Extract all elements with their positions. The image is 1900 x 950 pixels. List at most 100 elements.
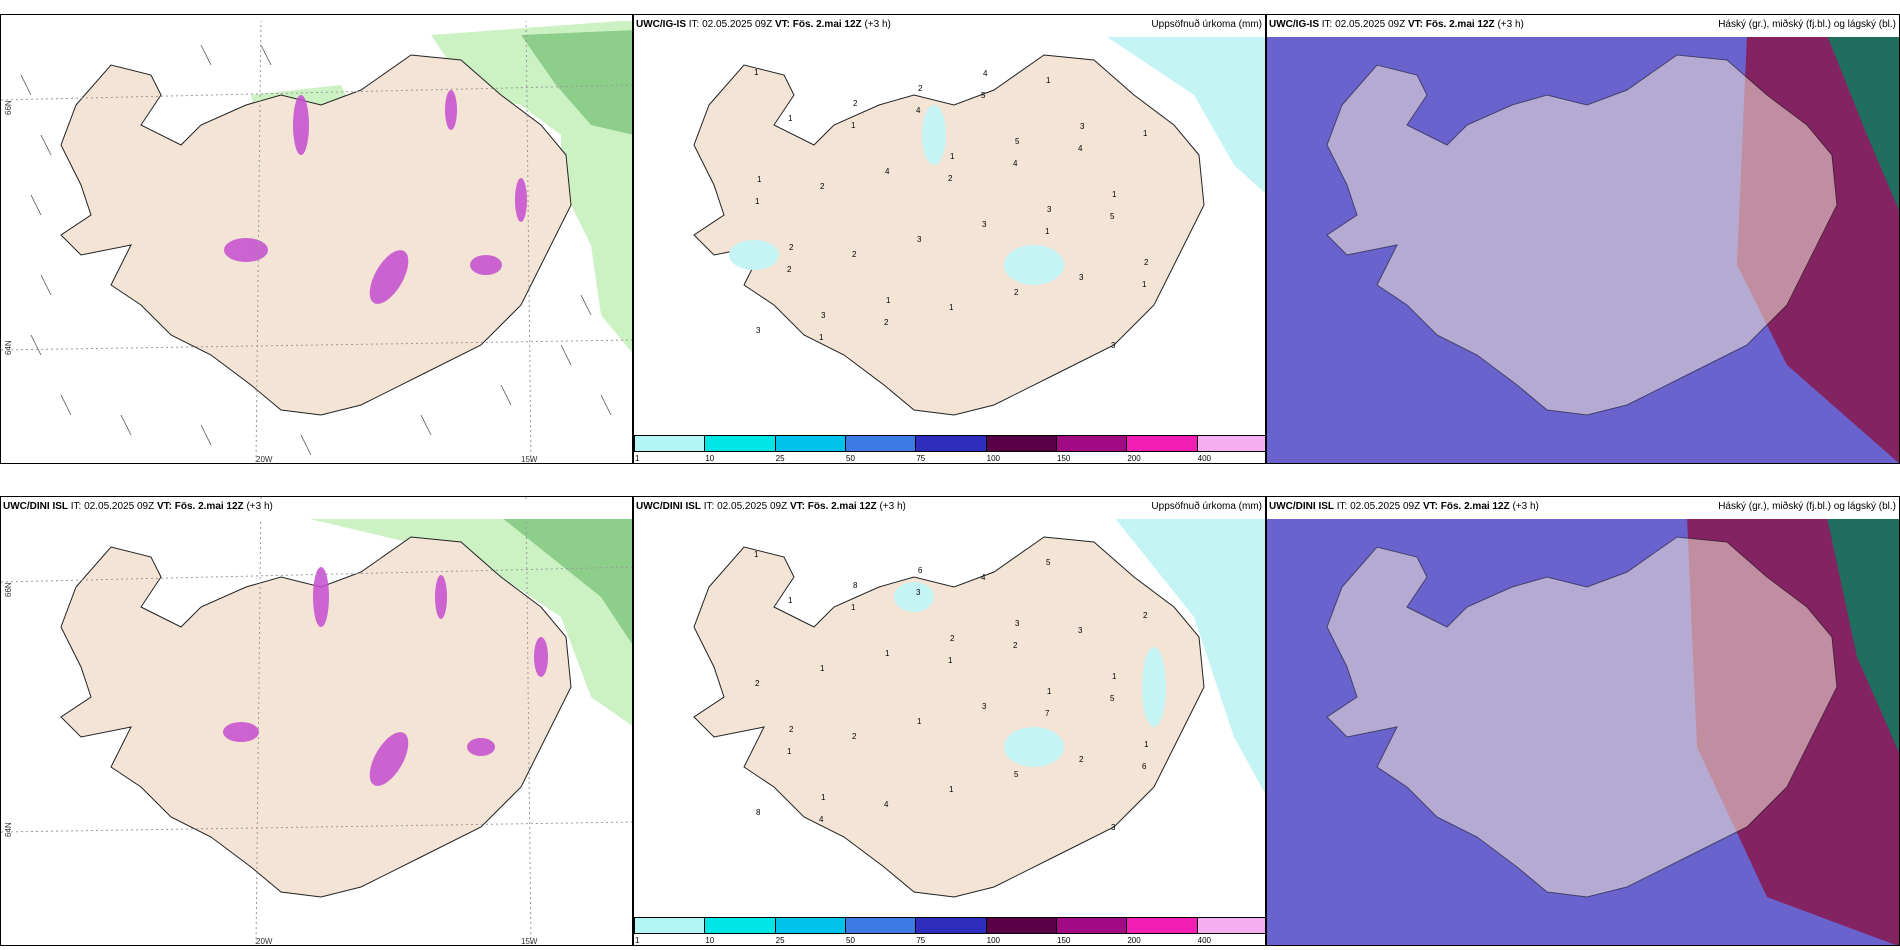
it-value: 02.05.2025 09Z xyxy=(84,501,155,512)
precip-shading xyxy=(729,105,1064,285)
precip-label: 1 xyxy=(917,717,922,726)
lat-label-66n: 66N xyxy=(4,582,13,597)
precip-label: 2 xyxy=(1143,611,1148,620)
green-zone-northeast xyxy=(301,517,632,726)
precip-label: 3 xyxy=(917,235,922,244)
precip-label: 3 xyxy=(821,311,826,320)
precip-label: 1 xyxy=(948,656,953,665)
precip-label: 1 xyxy=(787,747,792,756)
colorbar-tick: 10 xyxy=(705,454,715,463)
colorbar-swatch xyxy=(915,435,987,452)
precip-label: 1 xyxy=(949,303,954,312)
map-panel-precipitation-row1: UWC/IG-IS IT: 02.05.2025 09Z VT: Fös. 2.… xyxy=(633,14,1266,464)
precip-label: 1 xyxy=(755,197,760,206)
colorbar-tick: 200 xyxy=(1127,454,1141,463)
precip-label: 1 xyxy=(820,664,825,673)
precip-label: 3 xyxy=(982,220,987,229)
precip-label: 1 xyxy=(819,333,824,342)
precip-label: 5 xyxy=(1014,770,1019,779)
precip-label: 2 xyxy=(1079,755,1084,764)
colorbar-swatch xyxy=(985,917,1057,934)
colorbar: 1 10 25 50 75 100 150 200 400 xyxy=(634,435,1265,463)
precip-title: Uppsöfnuð úrkoma (mm) xyxy=(1151,501,1262,512)
vt-value: Fös. 2.mai 12Z xyxy=(792,19,862,30)
colorbar-tick: 25 xyxy=(775,454,785,463)
precip-label: 2 xyxy=(948,174,953,183)
colorbar-swatch xyxy=(1126,917,1198,934)
model-name: UWC/DINI ISL xyxy=(636,501,701,512)
colorbar-swatch xyxy=(1196,917,1265,934)
precip-label: 6 xyxy=(918,566,923,575)
lat-label-64n: 64N xyxy=(4,822,13,837)
lead-time: (+3 h) xyxy=(1497,19,1524,30)
vt-label: VT: xyxy=(789,501,805,512)
vt-label: VT: xyxy=(1422,501,1438,512)
model-name: UWC/IG-IS xyxy=(636,19,686,30)
it-label: IT: xyxy=(688,19,700,30)
graticule xyxy=(1,497,632,945)
purple-shading xyxy=(223,567,548,786)
colorbar-tick: 150 xyxy=(1057,454,1071,463)
colorbar-swatch xyxy=(845,917,917,934)
precip-label: 2 xyxy=(852,250,857,259)
precip-label: 2 xyxy=(755,679,760,688)
vt-label: VT: xyxy=(774,19,790,30)
iceland-land xyxy=(1326,54,1838,416)
colorbar-swatch xyxy=(985,435,1057,452)
precip-label: 1 xyxy=(1046,76,1051,85)
precip-label: 3 xyxy=(916,588,921,597)
precip-label: 1 xyxy=(851,121,856,130)
colorbar-tick: 200 xyxy=(1127,936,1141,945)
lon-label-20w: 20W xyxy=(256,937,273,946)
precip-label: 2 xyxy=(918,84,923,93)
precip-zone-east xyxy=(1114,517,1265,794)
it-label: IT: xyxy=(1336,501,1348,512)
precip-label: 1 xyxy=(788,596,793,605)
vt-value: Fös. 2.mai 12Z xyxy=(1425,19,1495,30)
precip-label: 3 xyxy=(1047,205,1052,214)
lon-label-15w: 15W xyxy=(521,937,538,946)
precip-label: 2 xyxy=(787,265,792,274)
panel-header: UWC/DINI ISL IT: 02.05.2025 09Z VT: Fös.… xyxy=(1,499,632,519)
vt-value: Fös. 2.mai 12Z xyxy=(1440,501,1510,512)
colorbar-swatch xyxy=(704,917,776,934)
precip-label: 3 xyxy=(1078,626,1083,635)
it-value: 02.05.2025 09Z xyxy=(1350,501,1421,512)
precip-label: 4 xyxy=(981,573,986,582)
sea-teal-zone xyxy=(1827,517,1899,753)
precip-label: 5 xyxy=(1046,558,1051,567)
precip-label: 1 xyxy=(1112,190,1117,199)
model-name: UWC/IG-IS xyxy=(1269,19,1319,30)
precip-label: 4 xyxy=(1078,144,1083,153)
it-value: 02.05.2025 09Z xyxy=(717,501,788,512)
colorbar-tick: 400 xyxy=(1197,936,1212,945)
precipitation-map: 1 1 1 7 6 4 3 2 5 1 4 4 3 2 2 1 5 2 1 1 5 3 1 1 3 2 8 8 2 1 1 1 6 3 1 2 xyxy=(634,497,1265,917)
precip-label: 4 xyxy=(1013,159,1018,168)
colorbar-swatch xyxy=(845,435,917,452)
cloud-title: Háský (gr.), miðský (fj.bl.) og lágský (… xyxy=(1718,19,1896,30)
precip-label: 1 xyxy=(788,114,793,123)
colorbar-swatch xyxy=(774,917,846,934)
precip-label: 2 xyxy=(1014,288,1019,297)
colorbar-swatch xyxy=(1056,435,1128,452)
iceland-land xyxy=(60,536,572,898)
wind-visibility-map xyxy=(1,497,632,945)
colorbar-tick: 50 xyxy=(846,454,855,463)
precip-title: Uppsöfnuð úrkoma (mm) xyxy=(1151,19,1262,30)
precip-label: 1 xyxy=(1143,129,1148,138)
it-value: 02.05.2025 09Z xyxy=(1335,19,1406,30)
map-panel-wind-visibility-row1: UWC/IG-IS IT: 02.05.2025 09Z VT: Fös. 2.… xyxy=(0,14,633,464)
colorbar-tick: 400 xyxy=(1197,454,1212,463)
precip-label: 1 xyxy=(949,785,954,794)
precip-shading xyxy=(894,582,1166,767)
model-name: UWC/DINI ISL xyxy=(1269,501,1334,512)
iceland-land xyxy=(1326,536,1838,898)
precip-label: 6 xyxy=(1142,762,1147,771)
precip-label: 1 xyxy=(821,793,826,802)
colorbar-tick: 1 xyxy=(635,454,640,463)
precip-labels: 1 1 1 7 6 4 3 2 5 1 4 4 3 2 2 1 5 2 1 1 5 3 1 1 3 2 8 8 2 1 1 1 6 3 1 2 xyxy=(754,550,1149,832)
precip-label: 3 xyxy=(1015,619,1020,628)
colorbar-tick: 25 xyxy=(775,936,785,945)
map-panel-clouds-row1: UWC/IG-IS IT: 02.05.2025 09Z VT: Fös. 2.… xyxy=(1266,14,1900,464)
iceland-land xyxy=(693,536,1205,898)
